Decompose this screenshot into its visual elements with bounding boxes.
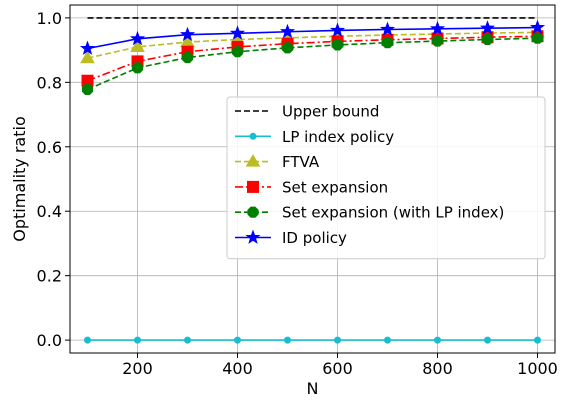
data-point (284, 336, 291, 344)
legend-item-set-expansion: Set expansion (235, 178, 388, 196)
legend-swatch-marker (245, 229, 261, 244)
y-tick-label: 0.2 (37, 267, 62, 286)
y-tick-label: 0.4 (37, 202, 62, 221)
legend-label: FTVA (282, 153, 320, 171)
data-point (79, 40, 96, 55)
data-point (534, 336, 541, 344)
plot-frame (69, 4, 556, 354)
legend-label: Set expansion (282, 178, 388, 196)
legend-item-lp-index-policy: LP index policy (235, 128, 394, 146)
legend-item-upper-bound: Upper bound (235, 103, 379, 121)
x-tick-label: 200 (122, 359, 153, 378)
data-point (84, 336, 91, 344)
data-point (384, 336, 391, 344)
data-point (431, 35, 444, 47)
data-point (529, 19, 546, 34)
legend-item-id-policy: ID policy (235, 229, 347, 247)
data-point (184, 336, 191, 344)
data-point (481, 33, 494, 46)
y-tick-label: 0.8 (37, 73, 62, 92)
data-point (80, 50, 95, 64)
series-line (87, 37, 538, 91)
legend-swatch-marker (245, 154, 261, 167)
series-line (87, 35, 538, 82)
legend-label: LP index policy (282, 128, 394, 146)
legend-item-set-expansion-with-lp-index: Set expansion (with LP index) (235, 204, 504, 222)
data-point (531, 32, 544, 44)
data-point (279, 23, 296, 39)
legend-swatch-marker (249, 132, 257, 140)
legend-item-ftva: FTVA (235, 153, 320, 171)
data-point (484, 336, 491, 344)
data-point (129, 30, 146, 46)
y-tick-label: 1.0 (37, 9, 62, 28)
legend-label: Set expansion (with LP index) (282, 204, 504, 222)
legend-swatch-marker (247, 180, 259, 193)
data-point (479, 20, 496, 35)
data-point (130, 39, 145, 52)
data-point (131, 62, 144, 74)
series-line (87, 31, 538, 59)
y-tick-label: 0.6 (37, 138, 62, 157)
series-set-expansion-with-lp-index (81, 32, 544, 96)
data-point (81, 83, 94, 96)
data-point (231, 46, 244, 58)
data-point (281, 42, 294, 54)
series-lp-index-policy (84, 336, 541, 344)
series-set-expansion (81, 30, 544, 87)
axis-ticks: 200 400 600 800 1000 0.0 0.2 0.4 0.6 0.8 1.0 (37, 9, 558, 378)
y-tick-label: 0.0 (37, 331, 62, 350)
data-point (229, 25, 246, 40)
legend-label: Upper bound (282, 103, 379, 121)
data-point (179, 26, 196, 42)
x-tick-label: 600 (322, 359, 353, 378)
data-point (134, 336, 141, 344)
legend-box (226, 96, 546, 260)
x-tick-label: 400 (222, 359, 253, 378)
data-point (181, 51, 194, 64)
x-axis-label: N (307, 379, 319, 398)
data-point (381, 37, 394, 49)
plot-series (79, 17, 546, 344)
legend: Upper bound LP index policy FTVA Set expans… (226, 96, 546, 260)
data-point (434, 336, 441, 344)
legend-swatch-marker (247, 206, 259, 218)
x-tick-label: 1000 (517, 359, 558, 378)
data-point (429, 20, 446, 36)
series-id-policy (79, 19, 546, 55)
data-point (334, 336, 341, 344)
data-point (331, 39, 344, 51)
series-line (87, 26, 538, 50)
x-tick-label: 800 (422, 359, 453, 378)
legend-label: ID policy (282, 229, 347, 247)
data-point (379, 21, 396, 36)
data-point (234, 336, 241, 344)
y-axis-label: Optimality ratio (10, 116, 29, 241)
data-point (329, 22, 346, 37)
